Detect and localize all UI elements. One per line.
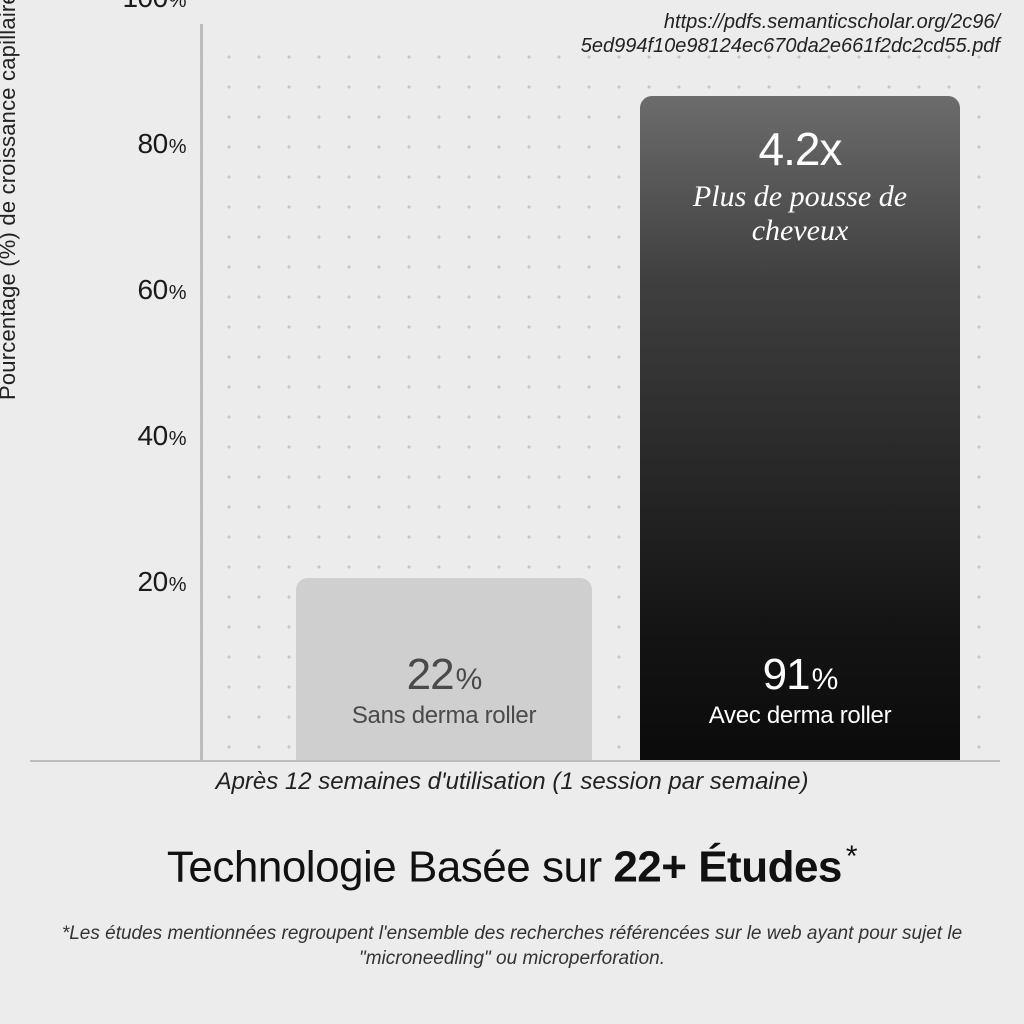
bar-value: 22% [352,650,536,700]
growth-chart: Pourcentage (%) de croissance capillaire… [0,0,1024,800]
y-axis-label: Pourcentage (%) de croissance capillaire [0,0,21,400]
callout-subtitle: Plus de pousse de cheveux [656,180,944,249]
y-tick-num: 100 [122,0,167,13]
headline-number: 22+ Études [613,843,842,892]
bar-label: Sans derma roller [352,702,536,730]
bar-callout: 4.2x Plus de pousse de cheveux [656,122,944,249]
y-tick-num: 40 [138,420,168,451]
callout-value: 4.2x [656,122,944,176]
y-tick-pct: % [169,0,186,12]
y-tick-20: 20% [138,566,186,598]
chart-plot-area: 20% 40% 60% 80% 100% 22% Sans derma roll… [200,30,1000,760]
headline: Technologie Basée sur 22+ Études* [40,840,984,893]
y-tick-40: 40% [138,420,186,452]
bar-value-num: 22 [407,650,454,699]
bar-value-num: 91 [763,650,810,699]
bar-value-pct: % [456,663,482,696]
x-axis-caption: Après 12 semaines d'utilisation (1 sessi… [0,768,1024,796]
y-tick-pct: % [169,574,186,596]
bar-with-roller: 4.2x Plus de pousse de cheveux 91% Avec … [640,96,960,760]
y-tick-100: 100% [122,0,186,14]
bar-value-pct: % [812,663,838,696]
y-tick-pct: % [169,428,186,450]
y-tick-80: 80% [138,128,186,160]
y-tick-num: 20 [138,566,168,597]
y-tick-60: 60% [138,274,186,306]
bar-label: Avec derma roller [709,702,892,730]
bar-without-roller: 22% Sans derma roller [296,578,592,761]
y-tick-num: 60 [138,274,168,305]
y-tick-pct: % [169,136,186,158]
headline-block: Technologie Basée sur 22+ Études* *Les é… [0,840,1024,972]
bar-value: 91% [709,650,892,700]
footnote: *Les études mentionnées regroupent l'ens… [40,921,984,972]
y-tick-pct: % [169,282,186,304]
headline-asterisk: * [846,840,857,873]
headline-prefix: Technologie Basée sur [167,843,613,892]
y-tick-num: 80 [138,128,168,159]
